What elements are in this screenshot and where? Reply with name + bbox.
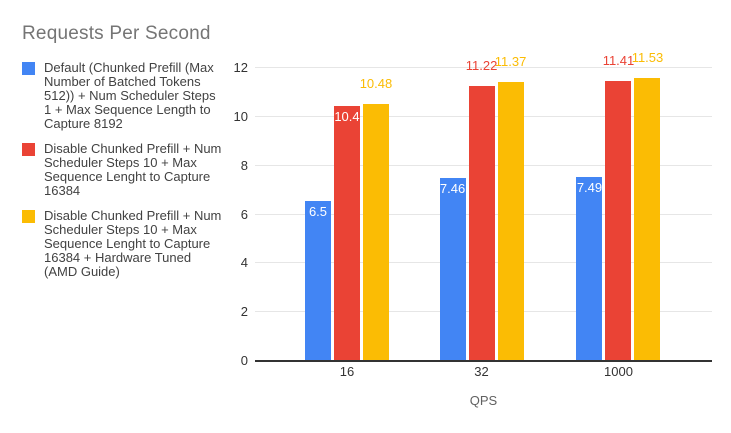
bar-value-label: 11.53 (631, 50, 664, 66)
y-tick-label: 4 (240, 255, 248, 271)
y-tick-label: 8 (240, 157, 248, 173)
bar (304, 201, 331, 360)
y-tick-label: 10 (233, 108, 248, 124)
x-tick-label: 1000 (604, 364, 633, 379)
bar (362, 104, 389, 360)
x-tick-label: 32 (474, 364, 489, 379)
bar-value-label: 11.41 (602, 53, 635, 69)
y-tick-label: 12 (233, 60, 248, 75)
y-tick-label: 6 (240, 206, 248, 222)
bar-value-label: 11.37 (494, 54, 527, 70)
bar-value-label: 10.48 (359, 76, 393, 92)
bar-value-label: 7.46 (439, 180, 466, 196)
bar (605, 81, 632, 360)
legend-label: Disable Chunked Prefill + Num Scheduler … (44, 208, 222, 279)
bar-value-label: 11.22 (465, 58, 498, 74)
bar (333, 106, 360, 360)
legend-item: Disable Chunked Prefill + Num Scheduler … (22, 142, 232, 198)
bar (576, 177, 603, 360)
plot-area: 6.5 7.46 7.49 10.4 11.22 11.41 10.48 11.37 11.53 (255, 51, 712, 362)
legend-swatch (22, 210, 35, 223)
chart-title: Requests Per Second (22, 23, 211, 44)
gridline (255, 67, 712, 68)
legend-swatch (22, 62, 35, 75)
bar (497, 82, 524, 360)
legend-item: Default (Chunked Prefill (Max Number of … (22, 61, 232, 131)
x-axis-title: QPS (469, 393, 498, 408)
bar-value-label: 6.5 (308, 204, 328, 220)
x-tick-label: 16 (339, 364, 355, 379)
legend-label: Default (Chunked Prefill (Max Number of … (44, 60, 216, 131)
bar (439, 177, 466, 360)
bar (634, 78, 661, 360)
bar-value-label: 7.49 (576, 180, 603, 196)
legend-label: Disable Chunked Prefill + Num Scheduler … (44, 141, 222, 198)
legend: Default (Chunked Prefill (Max Number of … (22, 61, 232, 290)
legend-swatch (22, 143, 35, 156)
legend-item: Disable Chunked Prefill + Num Scheduler … (22, 209, 232, 279)
bar-value-label: 10.4 (334, 109, 360, 125)
y-tick-label: 0 (240, 353, 248, 368)
y-tick-label: 2 (240, 304, 248, 320)
bar (468, 86, 495, 360)
